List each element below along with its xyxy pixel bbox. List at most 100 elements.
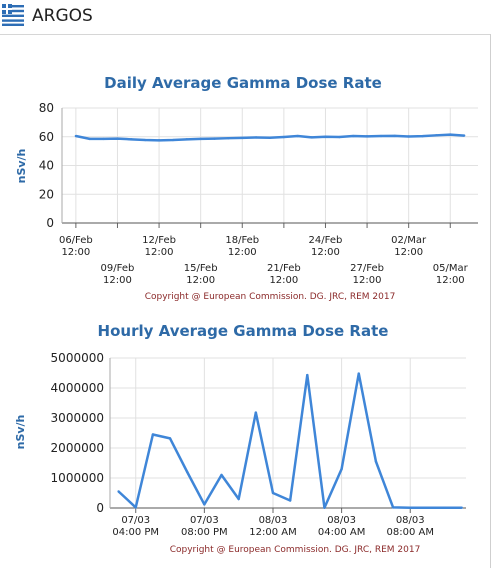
data-point bbox=[393, 134, 396, 138]
x-tick-label: 18/Feb bbox=[225, 235, 259, 246]
y-tick-label: 80 bbox=[39, 101, 54, 115]
data-point bbox=[157, 139, 161, 142]
data-point bbox=[391, 506, 395, 509]
x-tick-label: 27/Feb bbox=[350, 263, 384, 274]
x-tick-label: 12:00 AM bbox=[249, 527, 296, 538]
y-tick-label: 3000000 bbox=[51, 411, 104, 425]
app-title: ARGOS bbox=[32, 6, 93, 26]
x-tick-label: 12:00 bbox=[228, 247, 257, 258]
data-point bbox=[185, 138, 188, 141]
data-point bbox=[288, 499, 292, 502]
x-tick-label: 07/03 bbox=[190, 515, 219, 526]
data-point bbox=[144, 138, 147, 142]
data-point bbox=[306, 373, 309, 377]
data-point bbox=[130, 138, 133, 141]
x-tick-label: 08/03 bbox=[396, 515, 425, 526]
data-point bbox=[168, 437, 172, 440]
copyright-text: Copyright @ European Commission. DG. JRC… bbox=[145, 292, 396, 302]
y-tick-label: 5000000 bbox=[51, 351, 104, 365]
data-point bbox=[227, 136, 230, 140]
x-tick-label: 08/03 bbox=[259, 515, 288, 526]
data-point bbox=[199, 137, 202, 141]
data-point bbox=[254, 411, 258, 414]
x-tick-label: 07/03 bbox=[121, 515, 150, 526]
data-point bbox=[88, 137, 91, 141]
x-tick-label: 12:00 bbox=[394, 247, 423, 258]
x-tick-label: 15/Feb bbox=[184, 263, 218, 274]
data-point bbox=[407, 135, 410, 138]
data-point bbox=[421, 134, 424, 138]
x-tick-label: 12/Feb bbox=[142, 235, 176, 246]
copyright-text: Copyright @ European Commission. DG. JRC… bbox=[170, 545, 421, 555]
x-tick-label: 12:00 bbox=[436, 275, 465, 286]
data-point bbox=[268, 136, 272, 139]
data-point bbox=[357, 372, 360, 375]
y-axis-label: nSv/h bbox=[15, 149, 28, 184]
data-point bbox=[241, 136, 244, 140]
data-point bbox=[409, 506, 412, 509]
data-point bbox=[365, 135, 369, 138]
data-point bbox=[186, 470, 189, 474]
x-tick-label: 12:00 bbox=[61, 247, 90, 258]
data-point bbox=[220, 473, 223, 477]
x-tick-label: 05/Mar bbox=[433, 263, 469, 274]
data-point bbox=[116, 137, 119, 140]
data-point bbox=[374, 460, 378, 463]
data-point bbox=[213, 137, 216, 140]
x-tick-label: 12:00 bbox=[103, 275, 132, 286]
y-tick-label: 1000000 bbox=[51, 471, 104, 485]
data-point bbox=[117, 490, 120, 493]
x-tick-label: 08/03 bbox=[327, 515, 356, 526]
y-tick-label: 60 bbox=[39, 130, 54, 144]
x-tick-label: 08:00 PM bbox=[181, 527, 228, 538]
x-tick-label: 12:00 bbox=[353, 275, 382, 286]
y-axis-label: nSv/h bbox=[14, 415, 27, 450]
x-tick-label: 09/Feb bbox=[101, 263, 135, 274]
x-tick-label: 24/Feb bbox=[309, 235, 343, 246]
data-point bbox=[426, 506, 429, 509]
y-tick-label: 40 bbox=[39, 159, 54, 173]
x-tick-label: 12:00 bbox=[311, 247, 340, 258]
data-point bbox=[282, 135, 286, 139]
y-tick-label: 0 bbox=[46, 216, 54, 230]
y-tick-label: 0 bbox=[96, 501, 104, 515]
data-point bbox=[74, 134, 78, 138]
data-point bbox=[352, 134, 355, 138]
daily-chart: Daily Average Gamma Dose Rate 0 20 40 60 80 nS… bbox=[15, 74, 478, 302]
data-point bbox=[203, 503, 206, 506]
data-point bbox=[151, 433, 155, 436]
data-point bbox=[323, 506, 326, 509]
x-tick-label: 08:00 AM bbox=[387, 527, 434, 538]
x-tick-label: 12:00 bbox=[145, 247, 174, 258]
y-tick-label: 4000000 bbox=[51, 381, 104, 395]
hourly-chart: Hourly Average Gamma Dose Rate 0 1000000 20… bbox=[14, 322, 466, 555]
data-point bbox=[271, 491, 275, 495]
data-point bbox=[310, 136, 313, 139]
data-point bbox=[102, 137, 105, 141]
chart-title: Daily Average Gamma Dose Rate bbox=[104, 74, 382, 92]
app-header: ARGOS bbox=[0, 0, 491, 35]
x-tick-label: 12:00 bbox=[186, 275, 215, 286]
data-point bbox=[435, 134, 438, 137]
data-point bbox=[171, 138, 175, 142]
data-point bbox=[443, 506, 446, 509]
data-point bbox=[237, 497, 240, 501]
greece-flag-icon bbox=[2, 4, 24, 26]
x-tick-label: 12:00 bbox=[269, 275, 298, 286]
data-point bbox=[338, 135, 341, 139]
x-tick-label: 02/Mar bbox=[391, 235, 427, 246]
data-point bbox=[340, 467, 343, 471]
chart-title: Hourly Average Gamma Dose Rate bbox=[98, 322, 389, 340]
data-point bbox=[134, 506, 137, 509]
data-point bbox=[324, 135, 327, 138]
data-point bbox=[254, 136, 258, 139]
data-point bbox=[296, 134, 299, 138]
x-tick-label: 06/Feb bbox=[59, 235, 93, 246]
y-tick-label: 2000000 bbox=[51, 441, 104, 455]
x-tick-label: 04:00 AM bbox=[318, 527, 365, 538]
data-point bbox=[462, 134, 466, 137]
data-point bbox=[460, 506, 463, 509]
x-tick-label: 04:00 PM bbox=[112, 527, 159, 538]
data-point bbox=[379, 134, 383, 138]
y-tick-label: 20 bbox=[39, 187, 54, 201]
